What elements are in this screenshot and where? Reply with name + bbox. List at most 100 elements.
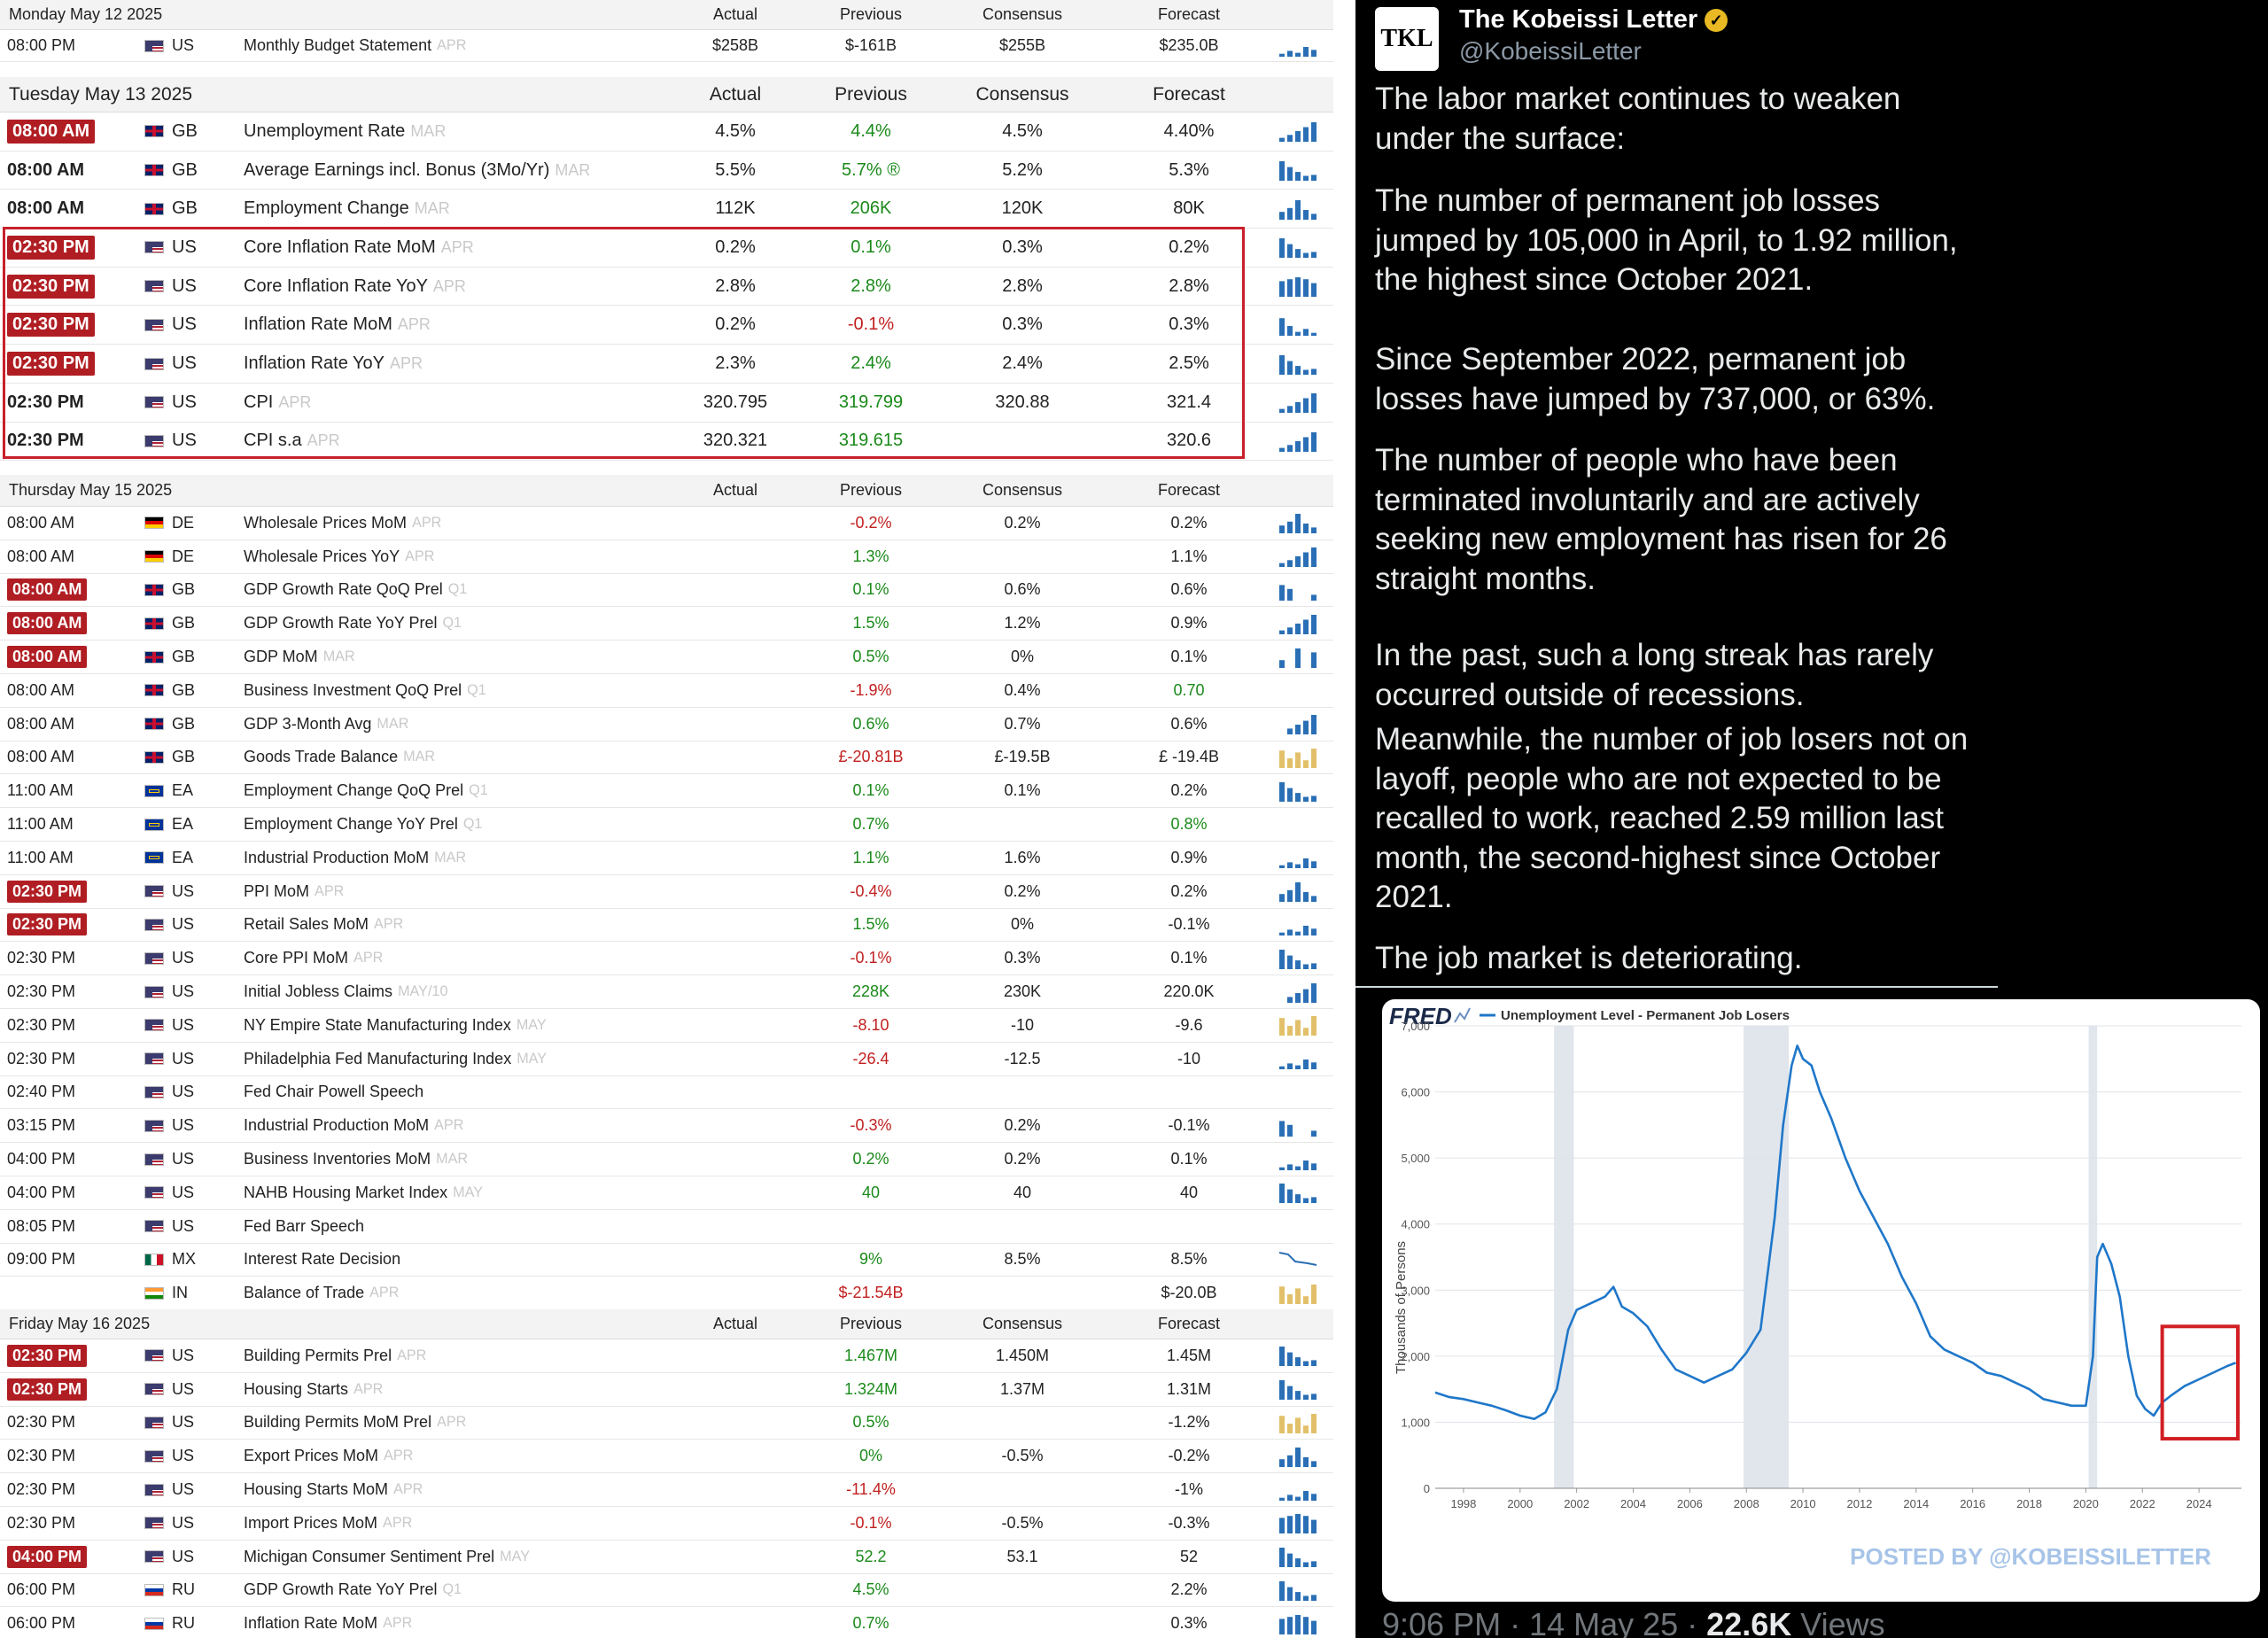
event-name[interactable]: GDP Growth Rate YoY Prel Q1	[244, 1574, 462, 1607]
event-name[interactable]: NY Empire State Manufacturing Index MAY	[244, 1009, 547, 1042]
event-name-text[interactable]: Inflation Rate MoM	[244, 314, 392, 335]
event-name[interactable]: Core Inflation Rate MoM APR	[244, 229, 474, 267]
event-name-text[interactable]: Inflation Rate YoY	[244, 353, 385, 374]
event-name-text[interactable]: NY Empire State Manufacturing Index	[244, 1015, 511, 1034]
sparkline[interactable]	[1278, 1009, 1318, 1042]
author-name-text[interactable]: The Kobeissi Letter	[1459, 5, 1698, 34]
event-row[interactable]: 04:00 PM US Business Inventories MoM MAR …	[0, 1143, 1333, 1176]
event-row[interactable]: 06:00 PM RU Inflation Rate MoM APR 0.7% 0…	[0, 1607, 1333, 1638]
sparkline[interactable]	[1278, 1076, 1318, 1109]
event-name-text[interactable]: Housing Starts	[244, 1379, 349, 1398]
event-row[interactable]: 02:30 PM US CPI APR 320.795 319.799 320.8…	[0, 384, 1333, 423]
event-row[interactable]: 08:00 AM GB Business Investment QoQ Prel…	[0, 674, 1333, 708]
event-name-text[interactable]: Building Permits Prel	[244, 1346, 392, 1364]
event-name-text[interactable]: Industrial Production MoM	[244, 1116, 430, 1135]
event-name[interactable]: Inflation Rate YoY APR	[244, 345, 423, 383]
event-row[interactable]: 02:30 PM US Retail Sales MoM APR 1.5% 0% …	[0, 909, 1333, 943]
event-name[interactable]: Core Inflation Rate YoY APR	[244, 268, 466, 306]
event-row[interactable]: 02:30 PM US Housing Starts APR 1.324M 1.3…	[0, 1373, 1333, 1407]
event-row[interactable]: 08:00 AM GB Unemployment Rate MAR 4.5% 4.…	[0, 113, 1333, 151]
event-name[interactable]: GDP Growth Rate QoQ Prel Q1	[244, 574, 467, 607]
event-row[interactable]: 02:30 PM US NY Empire State Manufacturin…	[0, 1009, 1333, 1043]
sparkline[interactable]	[1278, 1407, 1318, 1440]
event-row[interactable]: 02:30 PM US Core Inflation Rate YoY APR 2…	[0, 268, 1333, 307]
event-name[interactable]: Wholesale Prices MoM APR	[244, 507, 441, 540]
sparkline[interactable]	[1278, 190, 1318, 228]
event-name-text[interactable]: Employment Change QoQ Prel	[244, 781, 464, 800]
event-name-text[interactable]: Employment Change	[244, 198, 409, 219]
event-name[interactable]: Fed Barr Speech	[244, 1210, 369, 1243]
event-name-text[interactable]: Core Inflation Rate YoY	[244, 276, 428, 296]
event-name-text[interactable]: Michigan Consumer Sentiment Prel	[244, 1547, 495, 1565]
sparkline[interactable]	[1278, 1043, 1318, 1075]
event-name[interactable]: GDP Growth Rate YoY Prel Q1	[244, 607, 462, 640]
event-row[interactable]: 08:00 AM DE Wholesale Prices MoM APR -0.2…	[0, 507, 1333, 540]
event-name-text[interactable]: Goods Trade Balance	[244, 748, 399, 766]
sparkline[interactable]	[1278, 345, 1318, 383]
event-row[interactable]: 02:30 PM US Core PPI MoM APR -0.1% 0.3% 0…	[0, 942, 1333, 976]
event-name-text[interactable]: Inflation Rate MoM	[244, 1614, 378, 1633]
event-row[interactable]: 02:30 PM US Core Inflation Rate MoM APR 0…	[0, 229, 1333, 268]
event-row[interactable]: 08:00 AM GB Average Earnings incl. Bonus…	[0, 151, 1333, 190]
sparkline[interactable]	[1278, 1473, 1318, 1506]
event-name[interactable]: Michigan Consumer Sentiment Prel MAY	[244, 1541, 530, 1573]
event-name-text[interactable]: Industrial Production MoM	[244, 848, 430, 866]
sparkline[interactable]	[1278, 674, 1318, 707]
event-name-text[interactable]: GDP Growth Rate YoY Prel	[244, 1580, 438, 1599]
event-name[interactable]: Housing Starts APR	[244, 1373, 383, 1406]
event-row[interactable]: 02:30 PM US Initial Jobless Claims MAY/10…	[0, 975, 1333, 1009]
event-name[interactable]: Fed Chair Powell Speech	[244, 1076, 429, 1109]
event-name-text[interactable]: Building Permits MoM Prel	[244, 1413, 432, 1432]
sparkline[interactable]	[1278, 1277, 1318, 1309]
sparkline[interactable]	[1278, 909, 1318, 942]
event-row[interactable]: 11:00 AM EA Employment Change QoQ Prel Q1…	[0, 774, 1333, 809]
event-name[interactable]: Initial Jobless Claims MAY/10	[244, 975, 447, 1008]
event-row[interactable]: 02:30 PM US Philadelphia Fed Manufacturi…	[0, 1043, 1333, 1076]
event-name[interactable]: Industrial Production MoM APR	[244, 1109, 463, 1142]
event-name-text[interactable]: Housing Starts MoM	[244, 1480, 389, 1499]
event-name[interactable]: Housing Starts MoM APR	[244, 1473, 423, 1506]
sparkline[interactable]	[1278, 842, 1318, 874]
event-row[interactable]: IN Balance of Trade APR $-21.54B $-20.0B	[0, 1277, 1333, 1311]
event-row[interactable]: 08:05 PM US Fed Barr Speech	[0, 1210, 1333, 1244]
event-name-text[interactable]: Initial Jobless Claims	[244, 982, 393, 1001]
event-name-text[interactable]: Business Investment QoQ Prel	[244, 680, 462, 699]
event-name[interactable]: PPI MoM APR	[244, 875, 344, 908]
event-name-text[interactable]: CPI	[244, 392, 274, 412]
event-name[interactable]: GDP 3-Month Avg MAR	[244, 708, 408, 741]
event-row[interactable]: 02:30 PM US CPI s.a APR 320.321 319.615 3…	[0, 423, 1333, 462]
event-name-text[interactable]: Interest Rate Decision	[244, 1250, 401, 1269]
sparkline[interactable]	[1278, 384, 1318, 422]
sparkline[interactable]	[1278, 774, 1318, 807]
sparkline[interactable]	[1278, 268, 1318, 306]
event-row[interactable]: 08:00 AM GB Employment Change MAR 112K 20…	[0, 190, 1333, 229]
sparkline[interactable]	[1278, 1440, 1318, 1472]
event-name[interactable]: Employment Change MAR	[244, 190, 450, 228]
event-row[interactable]: 04:00 PM US Michigan Consumer Sentiment …	[0, 1541, 1333, 1574]
sparkline[interactable]	[1278, 229, 1318, 267]
event-row[interactable]: 02:30 PM US Building Permits MoM Prel APR…	[0, 1407, 1333, 1440]
event-name-text[interactable]: CPI s.a	[244, 431, 302, 451]
sparkline[interactable]	[1278, 574, 1318, 607]
event-row[interactable]: 08:00 AM GB GDP Growth Rate QoQ Prel Q1 0…	[0, 574, 1333, 608]
sparkline[interactable]	[1278, 1574, 1318, 1607]
event-name[interactable]: Employment Change QoQ Prel Q1	[244, 774, 488, 807]
sparkline[interactable]	[1278, 30, 1318, 61]
event-name-text[interactable]: GDP Growth Rate YoY Prel	[244, 614, 438, 633]
event-row[interactable]: 02:30 PM US Inflation Rate MoM APR 0.2% -…	[0, 307, 1333, 345]
event-row[interactable]: 08:00 AM GB Goods Trade Balance MAR £-20.…	[0, 741, 1333, 775]
event-row[interactable]: 08:00 AM GB GDP 3-Month Avg MAR 0.6% 0.7%…	[0, 708, 1333, 741]
sparkline[interactable]	[1278, 1541, 1318, 1573]
event-name[interactable]: GDP MoM MAR	[244, 640, 355, 673]
event-name[interactable]: Wholesale Prices YoY APR	[244, 540, 434, 573]
sparkline[interactable]	[1278, 1176, 1318, 1209]
event-row[interactable]: 02:30 PM US Building Permits Prel APR 1.4…	[0, 1339, 1333, 1373]
event-name-text[interactable]: GDP Growth Rate QoQ Prel	[244, 580, 443, 599]
sparkline[interactable]	[1278, 1143, 1318, 1176]
sparkline[interactable]	[1278, 875, 1318, 908]
event-name-text[interactable]: Business Inventories MoM	[244, 1150, 431, 1168]
event-row[interactable]: 02:30 PM US Housing Starts MoM APR -11.4%…	[0, 1473, 1333, 1507]
event-name[interactable]: Average Earnings incl. Bonus (3Mo/Yr) MAR	[244, 151, 590, 190]
event-row[interactable]: 11:00 AM EA Industrial Production MoM MAR…	[0, 842, 1333, 875]
event-name-text[interactable]: Core Inflation Rate MoM	[244, 237, 436, 257]
